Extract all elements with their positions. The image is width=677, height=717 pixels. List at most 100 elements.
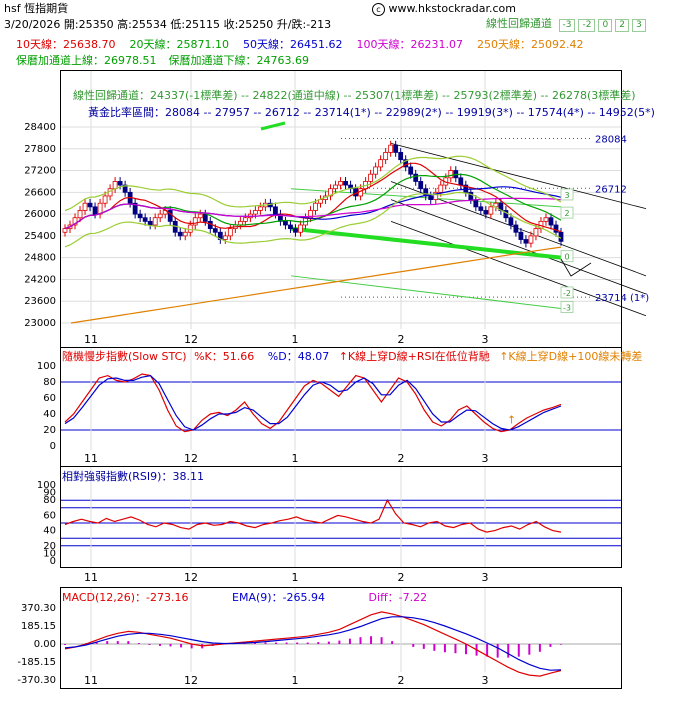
candle-body [117, 181, 123, 186]
channel-button-2[interactable]: 0 [598, 19, 613, 32]
keltner-value: 26978.51 [104, 54, 157, 67]
channel-toolbar: 線性回歸通道 -3 -2 0 2 3 [486, 17, 646, 32]
candle-body [283, 220, 288, 226]
channel-button-0[interactable]: -3 [558, 19, 576, 32]
ema-name: EMA(9) [232, 591, 272, 604]
candle-body [518, 231, 524, 240]
macd-panel: 11 12 1 2 3 [60, 587, 622, 689]
y-tick-label: -370.30 [17, 675, 56, 686]
candle-body [468, 191, 474, 200]
stc-legend: 隨機慢步指數(Slow STC) %K：51.66 %D：48.07 ↑K線上穿… [62, 350, 643, 363]
keltner-lower-line [64, 191, 562, 248]
candle-body [82, 202, 88, 211]
ma-value: 26231.07 [410, 38, 464, 51]
y-tick-label: -185.15 [17, 657, 56, 668]
regression-mid-line [290, 226, 562, 260]
candle-body [62, 228, 68, 233]
ema-value: -265.94 [282, 591, 326, 604]
copyright: c www.hkstockradar.com [372, 2, 516, 16]
y-tick-label: 23000 [24, 318, 56, 329]
candle-body [222, 235, 228, 240]
channel-line [390, 220, 647, 317]
candle-body [273, 206, 278, 215]
stc-k-value: 51.66 [222, 350, 255, 363]
candle-body [132, 202, 138, 215]
macd-y-axis: 370.30 185.15 0.00 -185.15 -370.30 [17, 603, 56, 686]
candle-body [408, 166, 414, 175]
candle-body [197, 213, 203, 219]
macd-chart: 11 12 1 2 3 [61, 588, 621, 687]
high-label: 高 [117, 18, 129, 31]
keltner-label: 保曆加通道上線 [16, 54, 93, 67]
ma-item: 10天線：25638.70 [16, 38, 116, 51]
band-box [560, 286, 574, 299]
y-tick-label: 370.30 [21, 603, 56, 614]
y-tick-label: 20 [43, 425, 56, 436]
channel-button-1[interactable]: -2 [578, 19, 596, 32]
candle-body [368, 173, 374, 182]
ma10-line [64, 162, 562, 233]
ma-value: 25092.42 [531, 38, 584, 51]
y-tick-label: 26000 [24, 209, 56, 220]
candle-body [393, 144, 399, 153]
keltner-item: 保曆加通道上線：26978.51 [16, 54, 157, 67]
x-tick-label: 2 [398, 674, 405, 687]
x-tick-label: 3 [482, 333, 489, 346]
candle-body [182, 231, 188, 237]
candle-body [102, 195, 108, 204]
ma50-line [64, 186, 562, 230]
candle-body [333, 184, 338, 190]
band-label: 3 [564, 191, 569, 200]
band-label: 0 [564, 253, 569, 262]
main-y-axis: 23000 23600 24200 24800 25400 26000 26600 27200… [24, 122, 56, 329]
copyright-icon: c [372, 3, 385, 16]
candle-body [288, 224, 293, 230]
candle-body [438, 184, 444, 193]
stc-d-value: 48.07 [297, 350, 330, 363]
ma-value: 25638.70 [63, 38, 116, 51]
candle-body [192, 217, 198, 226]
candle-body [187, 224, 193, 233]
candle-body [398, 152, 404, 161]
candle-body [212, 228, 218, 233]
y-tick-label: 23600 [24, 296, 56, 307]
orange-arrow-up-icon: ↑ [499, 350, 509, 363]
ma-label: 10天線 [16, 38, 52, 51]
ma-label: 20天線 [129, 38, 166, 51]
stc-panel: 11 12 1 2 3 ↑ [60, 347, 622, 467]
y-tick-label: 185.15 [21, 621, 56, 632]
close-value: 25250 [238, 18, 274, 31]
y-tick-label: 10 [43, 548, 56, 559]
x-tick-label: 2 [398, 452, 405, 465]
candle-body [157, 213, 163, 219]
x-tick-label: 12 [184, 452, 198, 465]
high-value: 25534 [131, 18, 167, 31]
candle-body [418, 181, 424, 190]
candle-body [72, 217, 78, 226]
channel-button-3[interactable]: 2 [615, 19, 629, 32]
candle-body [403, 159, 409, 168]
candle-body [558, 231, 564, 242]
ma-item: 20天線：25871.10 [129, 38, 230, 51]
keltner-item: 保曆加通道下線：24763.69 [168, 54, 310, 67]
keltner-label: 保曆加通道下線 [168, 54, 246, 67]
y-tick-label: 0 [50, 556, 56, 566]
y-tick-label: 60 [43, 510, 56, 521]
x-tick-label: 1 [292, 333, 299, 346]
channel-button-4[interactable]: 3 [631, 19, 646, 32]
candle-body [313, 202, 318, 211]
channel-line [390, 142, 647, 210]
candle-body [147, 220, 153, 226]
y-tick-label: 100 [37, 480, 56, 491]
main-chart-panel: 11 12 1 2 3 28084 26712 23714 (1*) 3 2 0 -2 -3 [60, 70, 649, 348]
ma-item: 50天線：26451.62 [243, 38, 343, 51]
x-tick-label: 3 [482, 452, 489, 465]
candle-body [508, 217, 514, 226]
macd-name: MACD(12,26) [62, 591, 136, 604]
y-tick-label: 90 [43, 488, 56, 499]
rsi-panel: 11 12 1 2 3 [60, 466, 622, 584]
regression-legend-mark [260, 121, 286, 131]
regression-summary: 線性回歸通道：24337(-1標準差) -- 24822(通道中線) -- 25… [73, 89, 636, 102]
low-label: 低 [170, 18, 182, 31]
